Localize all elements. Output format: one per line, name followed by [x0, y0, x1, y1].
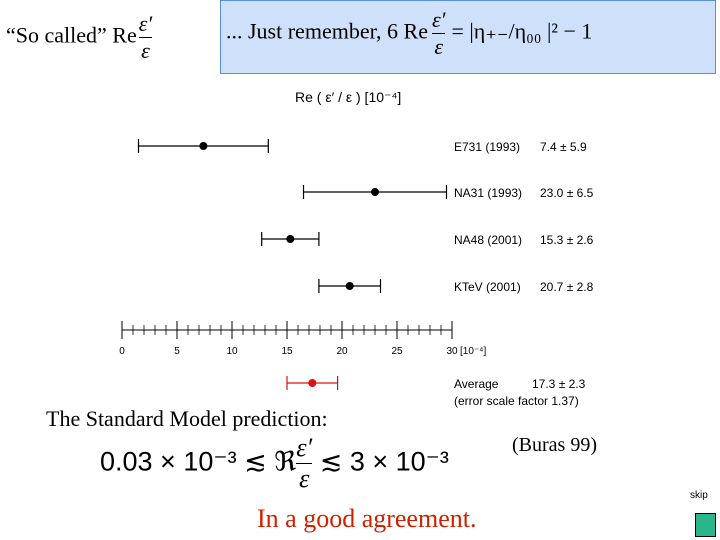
data-point-2 — [286, 235, 295, 243]
eps-symbol: ε — [141, 38, 150, 63]
series-label-2: NA48 (2001) — [454, 233, 522, 247]
skip-button[interactable] — [695, 513, 716, 537]
average-note: (error scale factor 1.37) — [454, 394, 579, 408]
sm-prediction-formula: 0.03 × 10⁻³ ≲ ℜ ε′ ε ≲ 3 × 10⁻³ — [100, 434, 449, 493]
tick-label-6: 30 — [446, 346, 458, 357]
data-point-0 — [199, 142, 208, 150]
tick-label-4: 20 — [336, 346, 348, 357]
remember-eps-prime: ε′ — [431, 7, 446, 32]
tick-label-0: 0 — [119, 346, 125, 357]
eps-ratio-fraction: ε′ ε — [138, 11, 153, 63]
so-called-formula: “So called” Re ε′ ε — [6, 11, 153, 63]
chart-title: Re ( ε′ / ε ) [10⁻⁴] — [295, 89, 401, 105]
prediction-re-symbol: ℜ — [274, 446, 297, 477]
remember-rhs: = |η₊₋/η₀₀ |² − 1 — [451, 18, 593, 44]
series-value-2: 15.3 ± 2.6 — [540, 233, 594, 247]
prediction-eps: ε — [299, 464, 310, 493]
remember-box — [220, 0, 716, 74]
prediction-eps-fraction: ε′ ε — [296, 433, 313, 493]
data-point-1 — [371, 188, 379, 196]
citation: (Buras 99) — [512, 434, 597, 456]
remember-eps-fraction: ε′ ε — [431, 7, 446, 59]
prediction-low: 0.03 × 10⁻³ — [100, 446, 237, 477]
prediction-rel-1: ≲ — [244, 446, 267, 477]
x-axis: 0 5 10 15 20 25 30 [10⁻⁴] — [119, 321, 486, 357]
average-value: 17.3 ± 2.3 — [532, 377, 586, 391]
series-value-3: 20.7 ± 2.8 — [540, 280, 594, 294]
remember-prefix: ... Just remember, 6 Re — [226, 18, 428, 44]
chart-marks: E731 (1993) 7.4 ± 5.9 NA31 (1993) 23.0 ± 6.… — [137, 139, 594, 408]
so-called-text: “So called” Re — [6, 22, 137, 48]
sm-prediction-label: The Standard Model prediction: — [46, 406, 328, 431]
tick-label-2: 10 — [226, 346, 238, 357]
series-label-1: NA31 (1993) — [454, 186, 522, 200]
series-value-0: 7.4 ± 5.9 — [540, 140, 587, 154]
series-label-3: KTeV (2001) — [454, 280, 521, 294]
tick-label-1: 5 — [174, 346, 180, 357]
prediction-eps-prime: ε′ — [296, 433, 313, 462]
remember-formula: ... Just remember, 6 Re ε′ ε = |η₊₋/η₀₀ … — [226, 8, 592, 59]
tick-label-3: 15 — [281, 346, 293, 357]
average-label: Average — [454, 377, 499, 391]
prediction-high: 3 × 10⁻³ — [349, 446, 449, 477]
skip-label: skip — [690, 490, 708, 501]
eps-prime-symbol: ε′ — [138, 11, 153, 36]
tick-label-5: 25 — [391, 346, 403, 357]
prediction-rel-2: ≲ — [319, 446, 343, 477]
data-point-average — [308, 379, 317, 387]
axis-unit-label: [10⁻⁴] — [460, 346, 486, 357]
series-value-1: 23.0 ± 6.5 — [540, 186, 594, 200]
data-point-3 — [345, 282, 354, 290]
remember-eps: ε — [434, 34, 444, 59]
measurements-chart: Re ( ε′ / ε ) [10⁻⁴] E731 (1993) 7.4 ± 5.… — [119, 89, 594, 408]
series-label-0: E731 (1993) — [454, 140, 520, 154]
conclusion-text: In a good agreement. — [257, 504, 477, 533]
